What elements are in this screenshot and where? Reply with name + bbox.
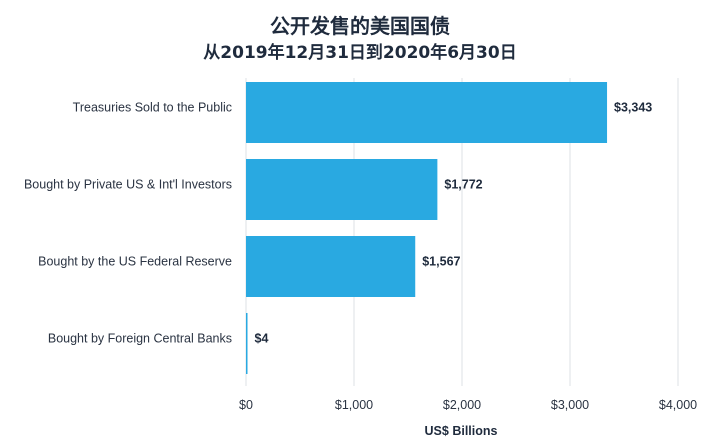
x-axis-title: US$ Billions bbox=[425, 424, 498, 438]
chart-subtitle: 从2019年12月31日到2020年6月30日 bbox=[203, 43, 517, 63]
value-label-1: $1,772 bbox=[444, 178, 482, 192]
category-label-1: Bought by Private US & Int'l Investors bbox=[24, 178, 232, 192]
value-label-0: $3,343 bbox=[614, 101, 652, 115]
chart-title: 公开发售的美国国债 bbox=[270, 14, 450, 38]
bars bbox=[246, 82, 608, 374]
bar-3 bbox=[246, 313, 248, 374]
value-label-2: $1,567 bbox=[422, 255, 460, 269]
labels: $0 $1,000 $2,000 $3,000 $4,000 Treasuries Sol… bbox=[24, 101, 697, 413]
value-label-3: $4 bbox=[255, 332, 269, 346]
x-tick-label-2: $2,000 bbox=[443, 398, 481, 412]
bar-0 bbox=[246, 82, 608, 143]
category-label-3: Bought by Foreign Central Banks bbox=[48, 332, 232, 346]
bar-2 bbox=[246, 236, 416, 297]
bar-1 bbox=[246, 159, 438, 220]
category-label-0: Treasuries Sold to the Public bbox=[73, 101, 232, 115]
x-tick-label-0: $0 bbox=[239, 398, 253, 412]
x-tick-label-3: $3,000 bbox=[551, 398, 589, 412]
x-tick-label-1: $1,000 bbox=[335, 398, 373, 412]
x-tick-label-4: $4,000 bbox=[659, 398, 697, 412]
category-label-2: Bought by the US Federal Reserve bbox=[38, 255, 232, 269]
